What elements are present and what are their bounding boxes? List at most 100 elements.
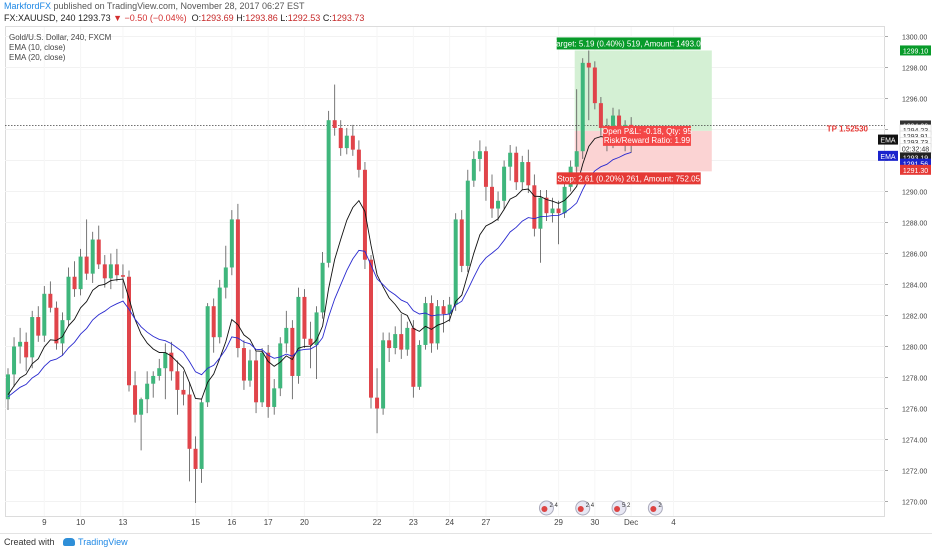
down-arrow-icon: ▼ bbox=[113, 13, 123, 23]
candle-body bbox=[205, 306, 210, 403]
candle-body bbox=[296, 296, 301, 376]
price-label: 1291.30 bbox=[903, 168, 928, 175]
time-axis: 9 10 13 15 16 17 20 22 23 24 27 29 30 Dec 4 bbox=[42, 518, 676, 527]
candle-body bbox=[145, 383, 150, 400]
time-tick-label: 20 bbox=[300, 518, 309, 527]
published-text: published on TradingView.com, November 2… bbox=[53, 1, 305, 11]
candle-body bbox=[12, 346, 17, 375]
created-with-text: Created with bbox=[4, 537, 55, 547]
price-tick-label: 1272.00 bbox=[902, 469, 927, 476]
pnl-label: Open P&L: -0.18, Qty: 95 bbox=[602, 127, 692, 136]
candle-body bbox=[78, 256, 83, 290]
candle-body bbox=[514, 152, 519, 183]
candle-body bbox=[235, 219, 240, 349]
candle-body bbox=[405, 327, 410, 350]
close-value: 1293.73 bbox=[331, 13, 365, 23]
ema-tag-label: EMA bbox=[880, 138, 896, 145]
time-tick-label: 4 bbox=[671, 518, 676, 527]
candle-body bbox=[248, 360, 252, 381]
candle-body bbox=[72, 276, 77, 290]
time-tick-label: 15 bbox=[191, 518, 200, 527]
target-label: Target: 5.19 (0.40%) 519, Amount: 1493.0… bbox=[552, 39, 706, 48]
us-flag-icon bbox=[614, 506, 621, 512]
candle-body bbox=[241, 348, 246, 381]
candle-body bbox=[36, 317, 41, 336]
price-tick-label: 1278.00 bbox=[902, 376, 927, 383]
candles bbox=[6, 50, 634, 504]
close-label: C: bbox=[322, 13, 332, 23]
candle-body bbox=[459, 219, 464, 266]
candle-body bbox=[60, 320, 65, 344]
candle-body bbox=[151, 375, 156, 384]
time-tick-label: 29 bbox=[554, 518, 563, 527]
last-price: 1293.73 bbox=[78, 13, 111, 23]
open-value: 1293.69 bbox=[201, 13, 234, 23]
tradingview-brand[interactable]: TradingView bbox=[78, 537, 128, 547]
us-flag-icon bbox=[650, 506, 657, 512]
legend-ema-20[interactable]: EMA (20, close) bbox=[9, 53, 66, 62]
time-tick-label: 10 bbox=[76, 518, 85, 527]
low-value: 1292.53 bbox=[287, 13, 321, 23]
candle-body bbox=[24, 341, 29, 358]
candle-body bbox=[574, 151, 579, 167]
candle-body bbox=[30, 317, 35, 358]
grid-lines bbox=[5, 27, 885, 516]
candle-body bbox=[96, 239, 101, 265]
candle-body bbox=[483, 151, 488, 187]
candle-body bbox=[217, 287, 222, 338]
price-label: 1299.10 bbox=[903, 48, 928, 55]
candle-body bbox=[369, 259, 373, 398]
price-tick-label: 1274.00 bbox=[902, 438, 927, 445]
stop-label: Stop: 2.61 (0.20%) 261, Amount: 752.05 bbox=[557, 174, 700, 183]
open-label: O: bbox=[191, 13, 202, 23]
candle-body bbox=[526, 162, 531, 186]
candle-body bbox=[387, 340, 392, 349]
pnl-box bbox=[602, 125, 691, 146]
ema-20-line bbox=[7, 151, 632, 398]
legend-ema-10[interactable]: EMA (10, close) bbox=[9, 43, 66, 52]
time-tick-label: 16 bbox=[227, 518, 236, 527]
candle-body bbox=[326, 120, 331, 263]
candle-body bbox=[290, 327, 295, 376]
price-axis: 1300.001298.001296.001294.001292.001290.… bbox=[878, 35, 932, 507]
candle-body bbox=[496, 200, 501, 209]
candle-body bbox=[284, 327, 289, 344]
candle-body bbox=[490, 186, 494, 209]
candle-body bbox=[362, 169, 367, 260]
candle-body bbox=[320, 262, 325, 313]
candle-body bbox=[187, 394, 192, 449]
candle-body bbox=[417, 344, 422, 387]
price-tick-label: 1288.00 bbox=[902, 221, 927, 228]
candle-body bbox=[350, 135, 355, 150]
tp-label: TP 1.52530 bbox=[827, 124, 869, 133]
candle-body bbox=[223, 267, 228, 288]
candle-body bbox=[133, 385, 138, 415]
chart-legend: Gold/U.S. Dollar, 240, FXCM EMA (10, clo… bbox=[9, 33, 111, 63]
candle-body bbox=[169, 352, 174, 372]
candle-body bbox=[598, 103, 603, 128]
price-tick-label: 1270.00 bbox=[902, 500, 927, 507]
candle-body bbox=[42, 293, 47, 336]
target-zone bbox=[574, 50, 712, 131]
price-tick-label: 1276.00 bbox=[902, 407, 927, 414]
candle-body bbox=[157, 368, 162, 376]
high-value: 1293.86 bbox=[245, 13, 278, 23]
author-link[interactable]: MarkfordFX bbox=[4, 1, 52, 11]
candle-body bbox=[163, 352, 168, 369]
time-tick-label: 17 bbox=[264, 518, 273, 527]
candle-body bbox=[586, 62, 591, 68]
candle-body bbox=[308, 338, 313, 345]
candle-body bbox=[447, 304, 452, 314]
event-count: 2 4 bbox=[586, 503, 595, 509]
stop-label-box bbox=[556, 172, 701, 185]
candle-body bbox=[48, 293, 53, 308]
price-tick-label: 1290.00 bbox=[902, 190, 927, 197]
candle-body bbox=[266, 352, 271, 407]
candle-body bbox=[477, 151, 482, 159]
candle-body bbox=[423, 303, 428, 345]
chart-pane[interactable] bbox=[5, 26, 885, 517]
candle-body bbox=[254, 360, 259, 403]
price-tick-label: 1284.00 bbox=[902, 283, 927, 290]
time-tick-label: 24 bbox=[445, 518, 454, 527]
